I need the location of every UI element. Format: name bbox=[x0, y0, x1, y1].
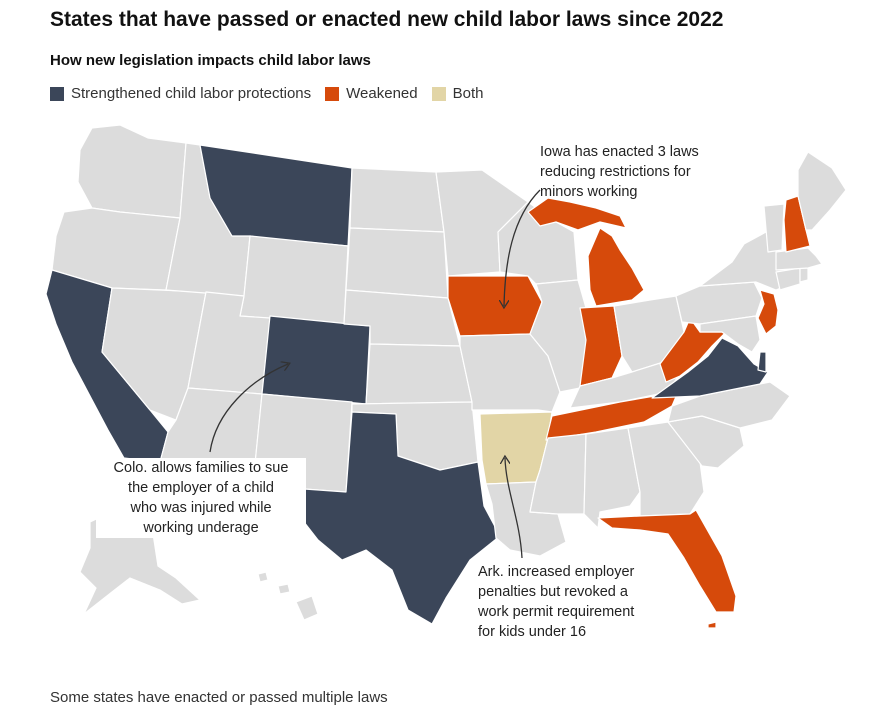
legend-label-both: Both bbox=[452, 85, 484, 102]
annotation-colorado-line: Colo. allows families to sue bbox=[96, 458, 306, 478]
state-wyoming bbox=[239, 235, 349, 325]
legend: Strengthened child labor protections Wea… bbox=[50, 85, 497, 102]
state-north-dakota bbox=[349, 167, 445, 233]
state-colorado bbox=[261, 315, 371, 405]
legend-item-both: Both bbox=[431, 85, 484, 102]
state-new-jersey bbox=[757, 289, 779, 335]
legend-label-strengthened: Strengthened child labor protections bbox=[71, 85, 312, 102]
state-hawaii-1 bbox=[257, 571, 269, 583]
state-hawaii-2 bbox=[277, 583, 291, 595]
annotation-iowa-line: Iowa has enacted 3 laws bbox=[540, 144, 699, 160]
annotation-colorado-line: working underage bbox=[96, 518, 306, 538]
state-delaware bbox=[757, 351, 767, 373]
chart-subtitle: How new legislation impacts child labor … bbox=[50, 52, 371, 69]
state-iowa bbox=[447, 275, 543, 337]
annotation-colorado-line: who was injured while bbox=[96, 498, 306, 518]
annotation-iowa-line: minors working bbox=[540, 184, 638, 200]
state-maryland bbox=[699, 315, 761, 353]
legend-item-strengthened: Strengthened child labor protections bbox=[50, 85, 311, 102]
state-south-dakota bbox=[345, 227, 449, 299]
annotation-arkansas-line: penalties but revoked a bbox=[478, 582, 635, 602]
annotation-iowa: Iowa has enacted 3 laws reducing restric… bbox=[540, 142, 699, 202]
annotation-arkansas-line: Ark. increased employer bbox=[478, 562, 635, 582]
legend-swatch-weakened bbox=[325, 86, 340, 101]
state-florida bbox=[597, 509, 737, 613]
state-maine bbox=[797, 151, 847, 231]
state-florida-keys bbox=[707, 621, 717, 629]
state-michigan-upper bbox=[527, 197, 627, 231]
footnote: Some states have enacted or passed multi… bbox=[50, 689, 388, 706]
annotation-arkansas-line: for kids under 16 bbox=[478, 622, 635, 642]
state-connecticut bbox=[775, 267, 801, 291]
state-michigan-lower bbox=[587, 227, 645, 307]
annotation-arkansas: Ark. increased employer penalties but re… bbox=[478, 562, 635, 642]
state-hawaii-3 bbox=[295, 595, 319, 621]
arrow-iowa bbox=[504, 189, 541, 306]
annotation-colorado-line: the employer of a child bbox=[96, 478, 306, 498]
annotation-iowa-line: reducing restrictions for bbox=[540, 164, 691, 180]
state-illinois bbox=[529, 279, 589, 393]
legend-item-weakened: Weakened bbox=[325, 85, 418, 102]
state-massachusetts bbox=[775, 247, 823, 271]
arrow-colorado bbox=[209, 364, 288, 453]
state-virginia bbox=[651, 337, 769, 399]
state-washington bbox=[77, 124, 187, 219]
legend-swatch-strengthened bbox=[50, 86, 64, 101]
legend-swatch-both bbox=[431, 86, 446, 101]
legend-label-weakened: Weakened bbox=[346, 85, 418, 102]
state-vermont bbox=[763, 203, 785, 253]
arrow-arkansas bbox=[505, 458, 523, 559]
annotation-arkansas-line: work permit requirement bbox=[478, 602, 635, 622]
annotation-colorado: Colo. allows families to sue the employe… bbox=[96, 458, 306, 538]
state-kansas bbox=[365, 343, 473, 405]
chart-title: States that have passed or enacted new c… bbox=[50, 8, 724, 31]
state-rhode-island bbox=[799, 267, 809, 283]
state-west-virginia bbox=[659, 317, 727, 383]
